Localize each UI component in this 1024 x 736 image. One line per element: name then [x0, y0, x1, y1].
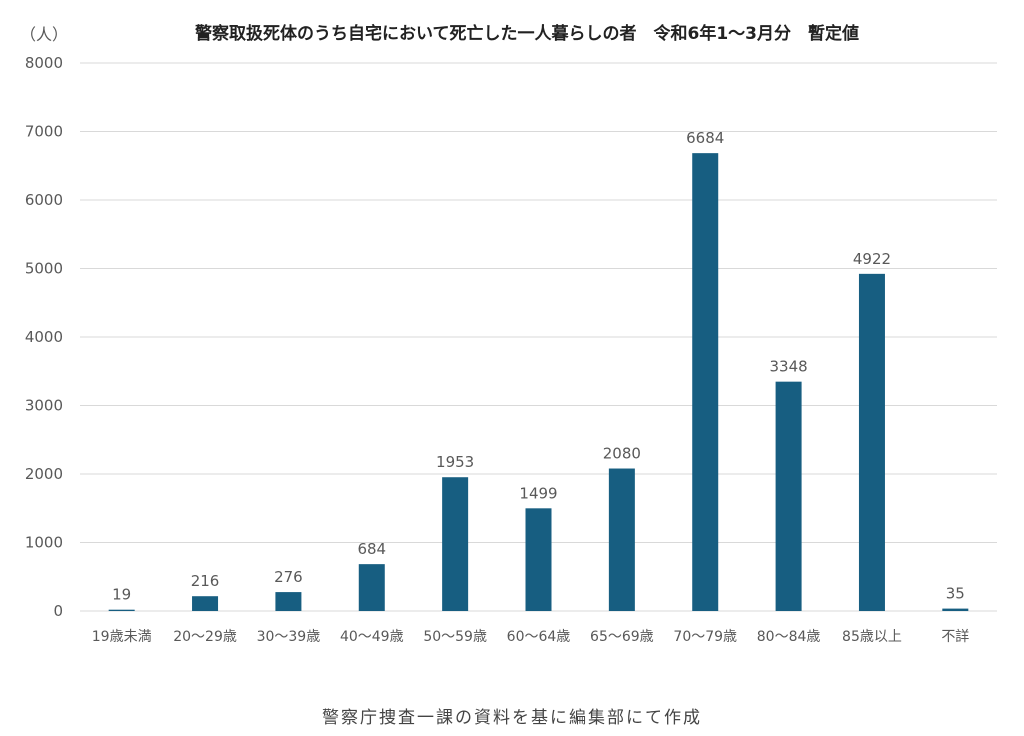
data-label: 35: [946, 585, 965, 603]
data-label: 19: [112, 586, 131, 604]
y-tick-label: 2000: [25, 465, 63, 483]
x-tick-label: 65～69歳: [590, 629, 654, 645]
y-axis-unit-label: （人）: [20, 25, 68, 44]
y-tick-label: 3000: [25, 397, 63, 415]
y-tick-label: 7000: [25, 123, 63, 141]
data-label: 1953: [436, 453, 474, 471]
bar: [692, 153, 719, 611]
bar: [358, 564, 385, 611]
bar: [525, 508, 552, 611]
y-tick-label: 0: [53, 602, 63, 620]
data-label: 276: [274, 568, 303, 586]
data-labels: 19 216 276 684 1953 1499 2080 6684 3348 4922 35: [112, 129, 965, 604]
data-label: 1499: [519, 484, 557, 502]
data-label: 216: [191, 572, 220, 590]
x-tick-label: 60～64歳: [507, 629, 571, 645]
y-tick-label: 4000: [25, 328, 63, 346]
x-tick-label: 20～29歳: [173, 629, 237, 645]
y-tick-label: 1000: [25, 534, 63, 552]
y-axis-tick-labels: 0 1000 2000 3000 4000 5000 6000 7000 8000: [25, 54, 63, 620]
data-label: 6684: [686, 129, 724, 147]
y-tick-label: 8000: [25, 54, 63, 72]
bar: [108, 609, 135, 611]
x-tick-label: 19歳未満: [92, 629, 152, 645]
bar: [942, 608, 969, 611]
y-tick-label: 6000: [25, 191, 63, 209]
data-label: 3348: [769, 358, 807, 376]
data-label: 684: [357, 540, 386, 558]
x-tick-label: 30～39歳: [257, 629, 321, 645]
x-tick-label: 70～79歳: [673, 629, 737, 645]
bar: [775, 381, 802, 611]
bar: [442, 477, 469, 611]
bar: [275, 592, 302, 611]
x-tick-label: 40～49歳: [340, 629, 404, 645]
y-tick-label: 5000: [25, 260, 63, 278]
x-tick-label: 50～59歳: [423, 629, 487, 645]
x-tick-label: 不詳: [941, 629, 969, 645]
source-caption: 警察庁捜査一課の資料を基に編集部にて作成: [322, 708, 702, 728]
bar: [192, 596, 219, 611]
bar: [608, 468, 635, 611]
bars: [108, 153, 969, 611]
data-label: 2080: [603, 445, 641, 463]
data-label: 4922: [853, 250, 891, 268]
bar: [858, 273, 885, 611]
gridlines: [80, 62, 997, 612]
chart-title: 警察取扱死体のうち自宅において死亡した一人暮らしの者 令和6年1～3月分 暫定値: [194, 23, 859, 44]
x-axis-tick-labels: 19歳未満 20～29歳 30～39歳 40～49歳 50～59歳 60～64歳 65～69…: [92, 629, 970, 645]
x-tick-label: 80～84歳: [757, 629, 821, 645]
x-tick-label: 85歳以上: [842, 629, 902, 645]
